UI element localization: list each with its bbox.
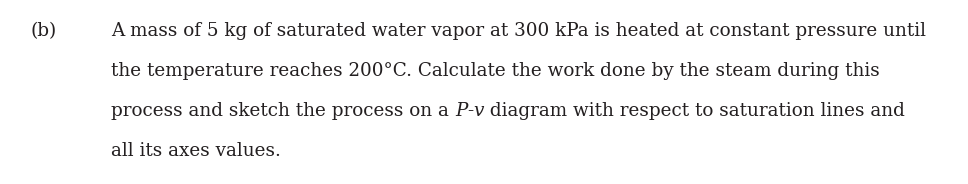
Text: P: P xyxy=(455,102,468,120)
Text: process and sketch the process on a: process and sketch the process on a xyxy=(111,102,455,120)
Text: the temperature reaches 200°C. Calculate the work done by the steam during this: the temperature reaches 200°C. Calculate… xyxy=(111,62,880,80)
Text: all its axes values.: all its axes values. xyxy=(111,142,281,160)
Text: -: - xyxy=(468,102,473,120)
Text: A mass of 5 kg of saturated water vapor at 300 kPa is heated at constant pressur: A mass of 5 kg of saturated water vapor … xyxy=(111,22,926,40)
Text: diagram with respect to saturation lines and: diagram with respect to saturation lines… xyxy=(484,102,905,120)
Text: (b): (b) xyxy=(31,22,57,40)
Text: v: v xyxy=(473,102,484,120)
